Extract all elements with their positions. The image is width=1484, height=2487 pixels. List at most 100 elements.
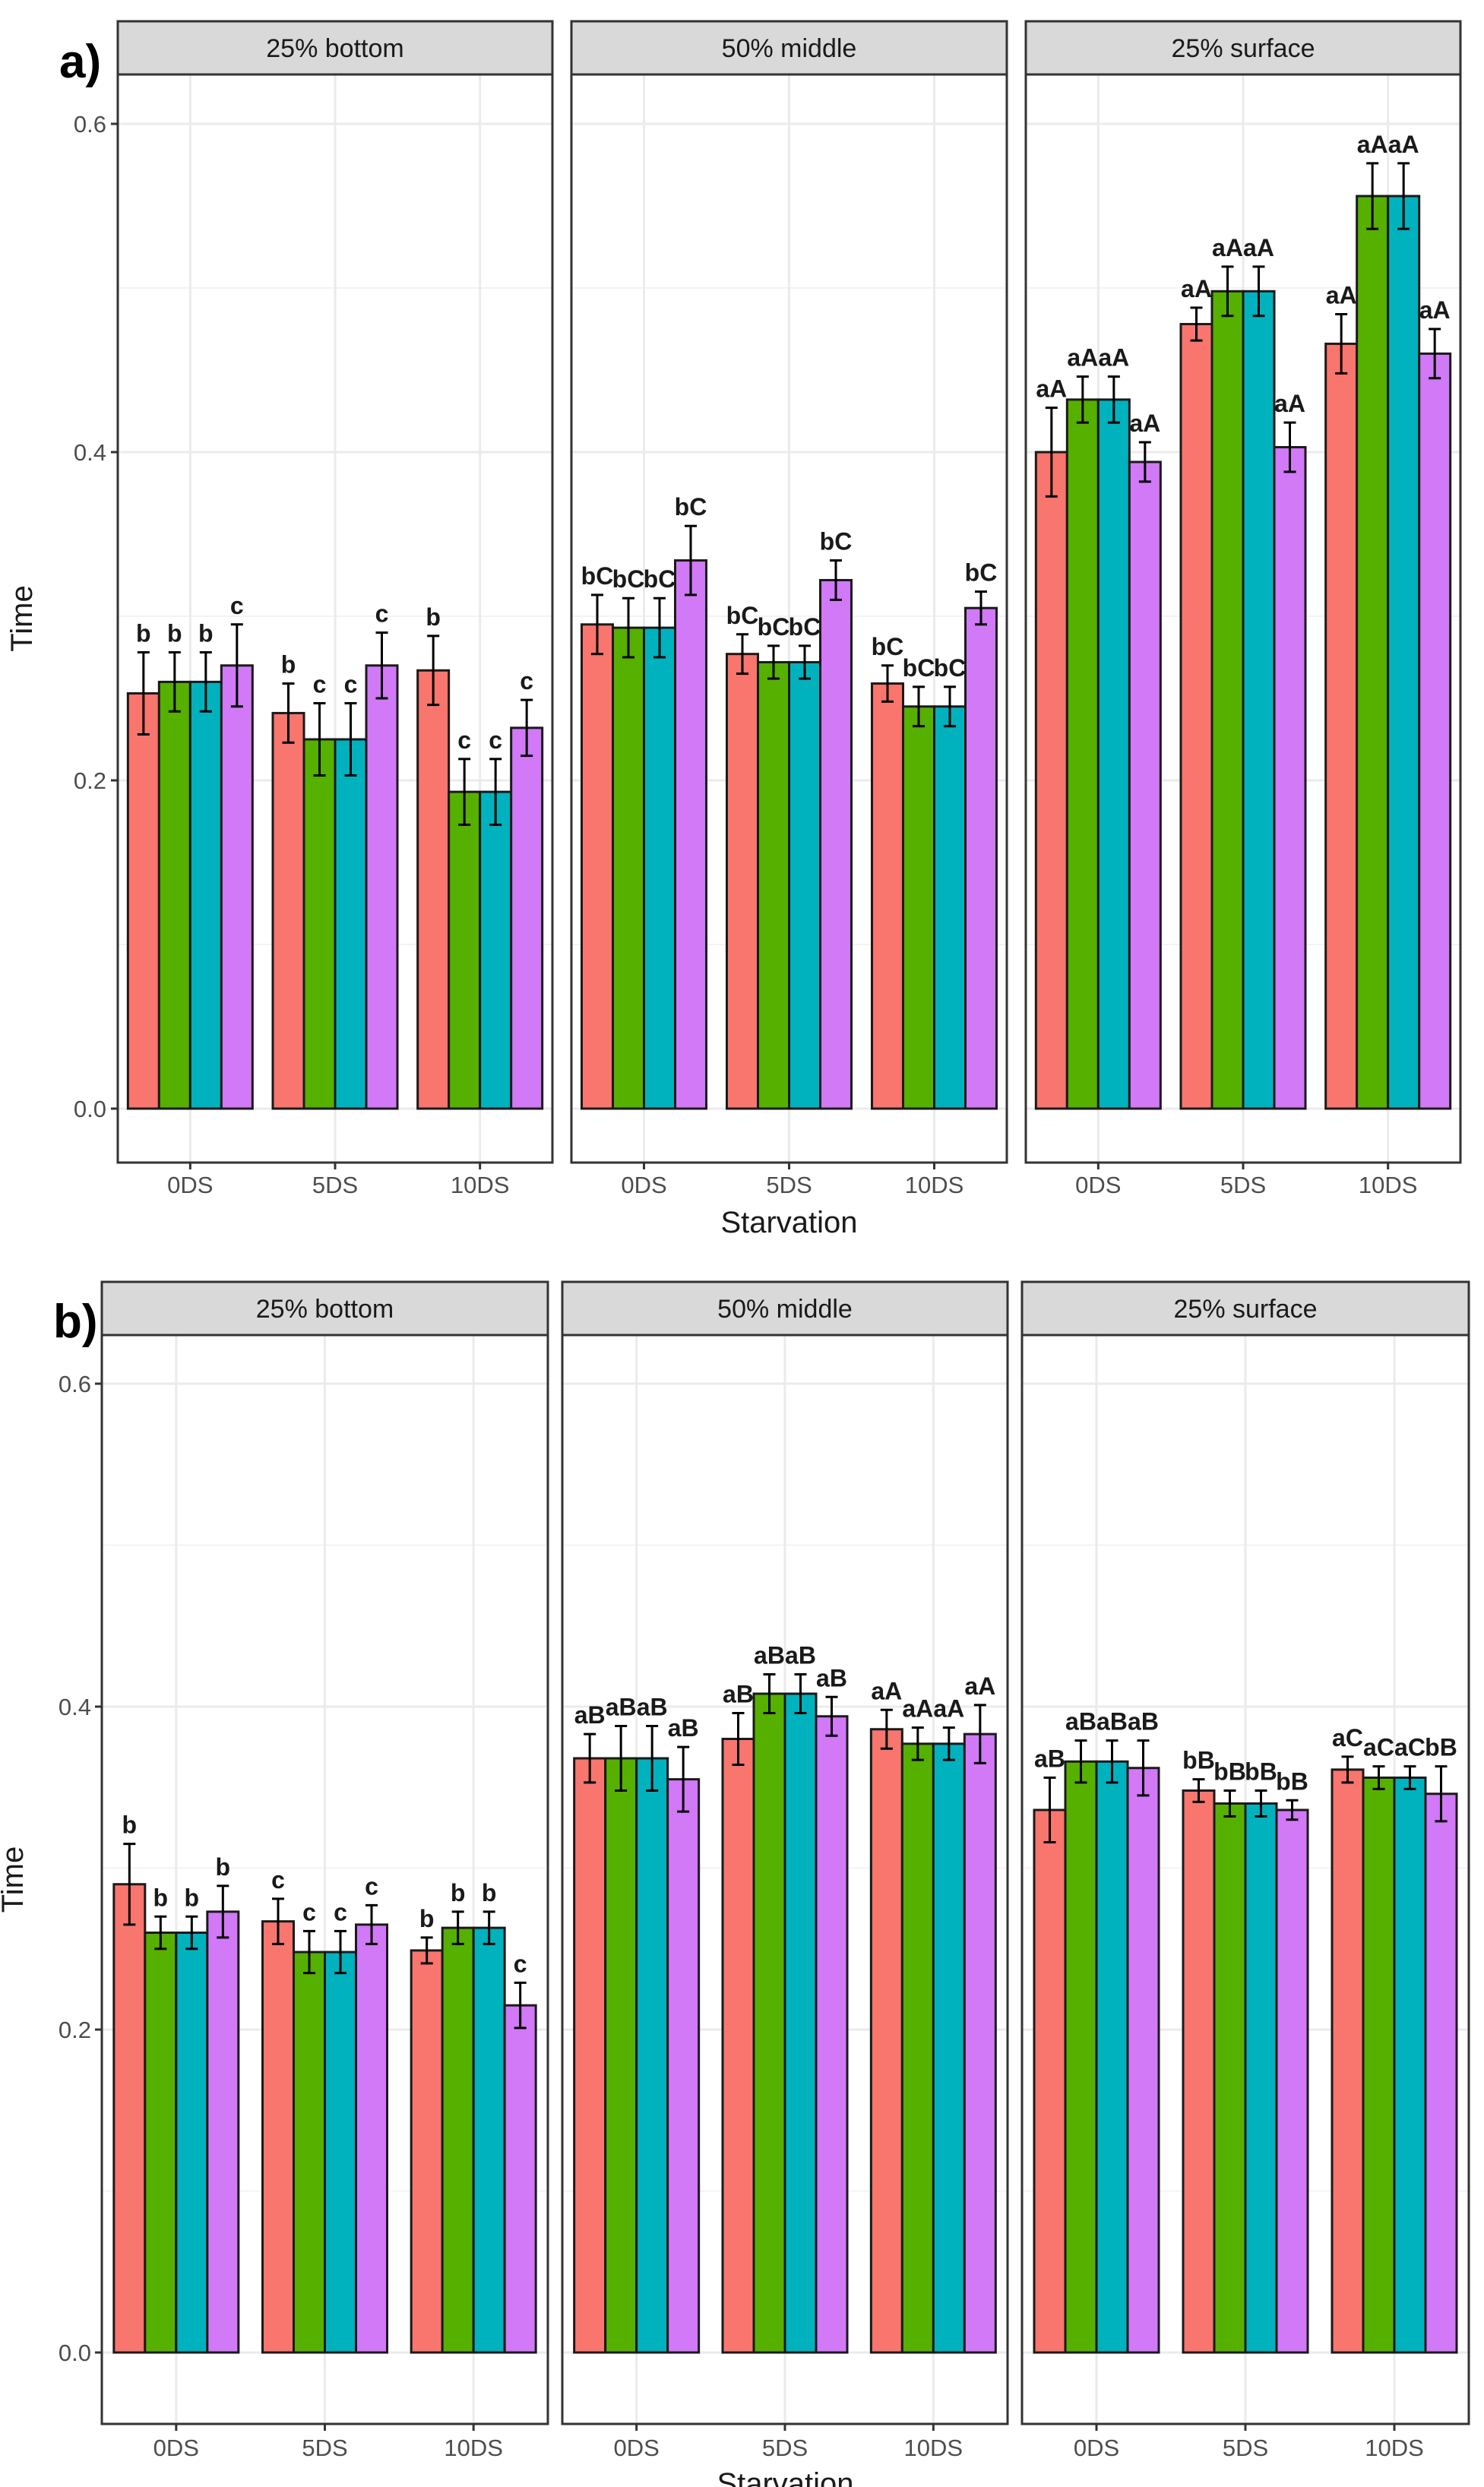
y-tick-label: 0.0 [59,2340,91,2366]
significance-label: aA [871,1677,902,1704]
x-tick-label: 5DS [302,2435,347,2461]
panel-border [100,1334,549,2425]
significance-label: b [198,620,214,647]
significance-label: bC [872,633,904,660]
bar [1034,451,1068,1110]
bar [815,1715,849,2354]
bar [334,738,368,1110]
bar [157,680,191,1110]
bar [721,1738,755,2354]
significance-label: bB [1245,1758,1277,1786]
significance-label: bB [1213,1758,1246,1786]
bar [479,790,513,1110]
bar [1324,342,1359,1110]
bar [302,738,337,1110]
significance-label: aA [1357,131,1388,158]
x-tick-label: 10DS [1365,2435,1424,2461]
significance-label: bB [1425,1734,1457,1761]
significance-label: c [334,1898,347,1925]
significance-label: aC [1363,1734,1394,1761]
bar [1418,352,1452,1110]
significance-label: c [344,670,358,698]
bar [503,2004,537,2354]
significance-label: b [185,1884,200,1911]
bar [261,1920,295,2354]
bar [964,606,998,1110]
bar [206,1910,240,2354]
significance-label: aA [1067,344,1098,372]
bar [1362,1777,1396,2354]
x-tick-label: 0DS [614,2435,660,2461]
significance-label: bC [726,602,759,629]
significance-label: bC [903,654,935,682]
x-tick-label: 5DS [766,1172,812,1198]
bar [510,726,544,1110]
bar [643,626,676,1110]
significance-label: aA [1388,131,1419,158]
y-axis-title: Time [0,1846,30,1913]
significance-label: bC [612,565,645,593]
x-tick-label: 0DS [167,1172,213,1198]
significance-label: aA [1129,410,1160,437]
significance-label: b [482,1879,497,1906]
bar [188,680,223,1110]
bar [635,1757,669,2354]
significance-label: bC [965,559,998,587]
significance-label: aB [1096,1708,1128,1736]
significance-label: bC [644,565,676,593]
significance-label: c [489,726,502,754]
panel-label: b) [53,1296,98,1348]
bar [1033,1808,1067,2354]
bar [1424,1792,1458,2354]
bar [1126,1767,1160,2354]
y-tick-label: 0.6 [74,111,106,138]
bar [932,1742,966,2354]
significance-label: aA [933,1695,964,1723]
bar [1179,323,1213,1110]
bar [1356,195,1390,1110]
significance-label: aC [1394,1734,1425,1761]
panel-border [570,73,1008,1164]
significance-label: aB [1128,1708,1159,1736]
bar [220,664,254,1110]
significance-label: aA [902,1695,933,1723]
facet-title: 25% bottom [256,1295,394,1324]
bar [472,1926,506,2354]
significance-label: aB [1065,1708,1096,1736]
significance-label: aB [1034,1745,1065,1773]
bar [1182,1789,1216,2354]
x-tick-label: 10DS [905,1172,964,1198]
x-tick-label: 5DS [312,1172,358,1198]
bar [757,660,790,1110]
significance-label: aA [1243,234,1274,261]
bar [293,1951,326,2354]
bar [1275,1808,1309,2354]
significance-label: aC [1332,1724,1363,1751]
bar [144,1932,178,2354]
bar [752,1692,786,2354]
x-tick-label: 0DS [1075,1172,1121,1198]
bar [871,682,904,1110]
facet-strip [570,20,1008,76]
significance-label: c [457,726,471,754]
significance-label: b [451,1879,466,1906]
bar [573,1757,607,2354]
panel-border [1024,73,1462,1164]
bar [441,1926,475,2354]
significance-label: b [419,1905,435,1932]
bar [1242,290,1276,1110]
bar [1095,1760,1129,2354]
x-tick-label: 10DS [1359,1172,1418,1198]
significance-label: b [216,1853,231,1881]
significance-label: c [313,670,327,698]
significance-label: c [514,1950,527,1977]
y-tick-label: 0.4 [74,439,106,466]
bar [1096,398,1131,1110]
bar [126,692,160,1110]
facet-title: 25% bottom [266,34,403,63]
